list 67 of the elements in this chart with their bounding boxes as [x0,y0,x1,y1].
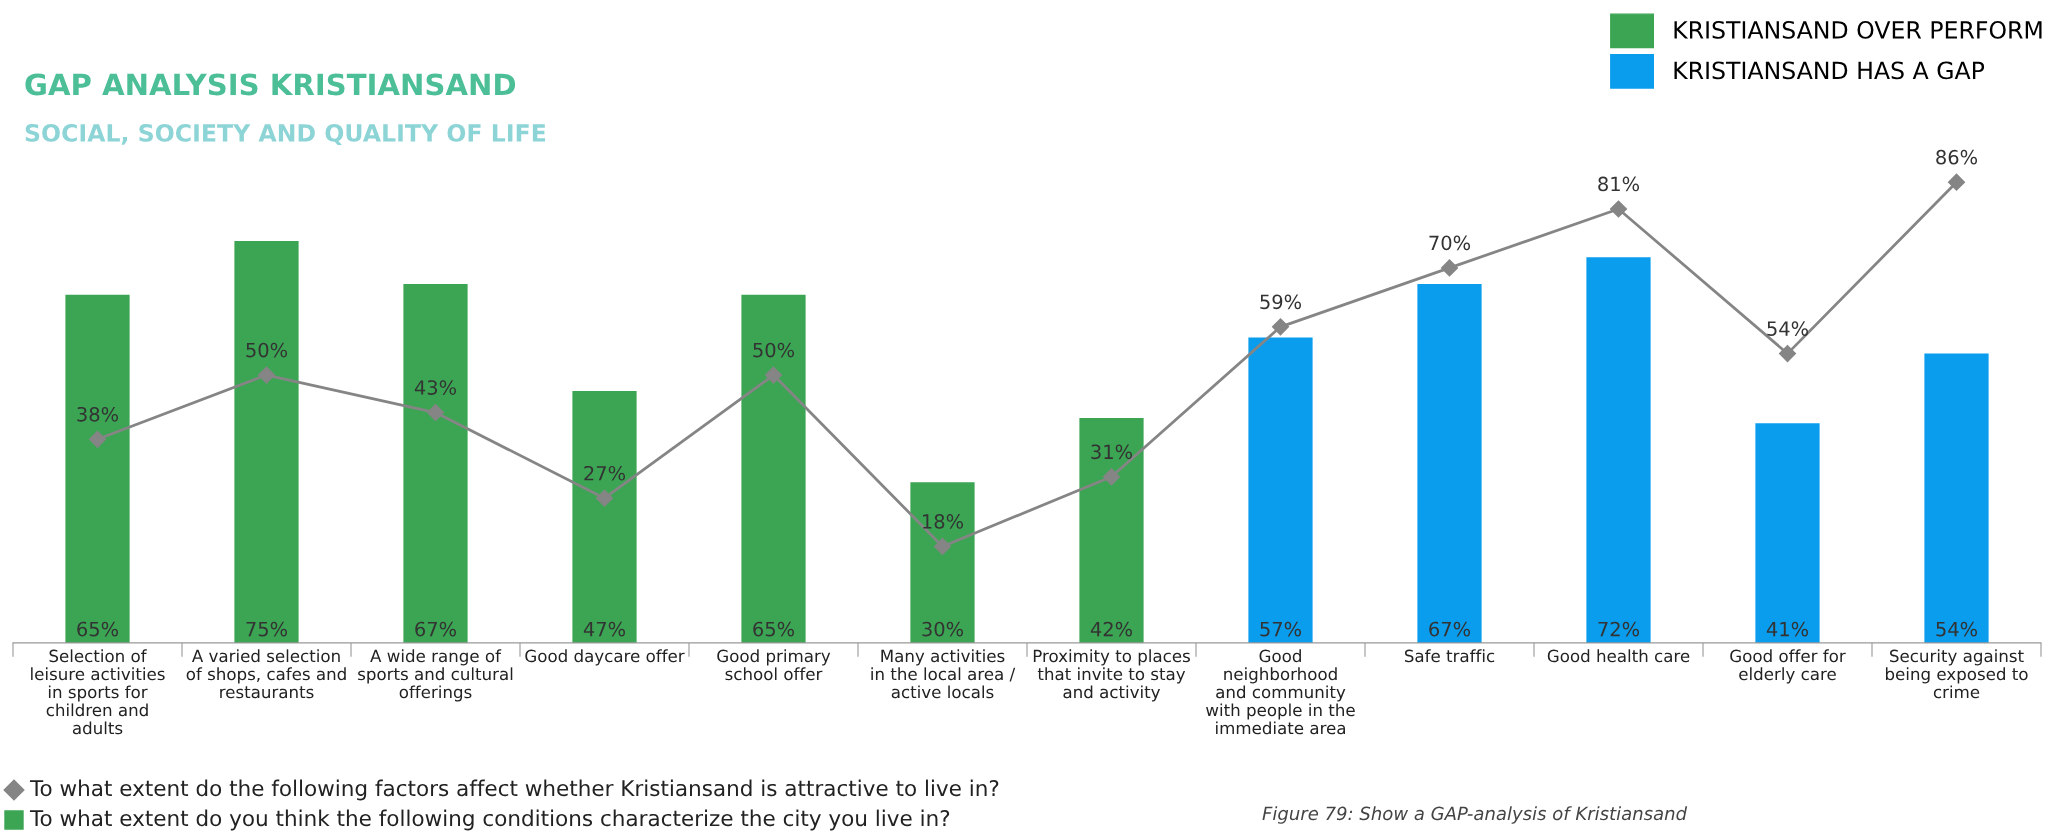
data-label: 54% [1936,621,1978,637]
x-tick-label: Good daycare offer [525,649,685,666]
bar [1924,353,1989,643]
bar [1755,423,1820,643]
x-tick-label: A wide range of sports and cultural offerings [358,649,513,702]
chart-title: GAP ANALYSIS KRISTIANSAND [25,73,516,96]
point [1102,468,1121,486]
data-label: 54% [1767,321,1809,336]
text: To what extent do you think the following conditions characterize the city you live in? [29,809,950,831]
bar [572,391,637,643]
data-label: 38% [77,406,119,422]
bar [1417,283,1482,643]
bar [910,482,975,643]
point [1440,259,1459,277]
point [257,366,276,384]
data-label: 47% [583,621,626,637]
data-label: 65% [753,621,795,637]
bar [1079,417,1144,643]
data-label: 42% [1090,621,1133,637]
point [1609,200,1628,218]
x-tick-label: A varied selection of shops, cafes and restaurants [186,649,346,699]
x-tick-label: Many activities in the local area / active locals [871,649,1016,699]
legend-label: KRISTIANSAND OVER PERFORM [1674,20,2042,39]
point [764,366,783,384]
x-tick-label: Good offer for elderly care [1730,649,1846,684]
data-label: 50% [246,342,288,358]
point [88,430,107,448]
x-tick-label: Good health care [1547,649,1690,663]
caption: Figure 79: Show a GAP-analysis of Kristiansand [1262,806,1688,824]
data-label: 67% [1429,621,1471,637]
point [595,489,614,507]
data-label: 50% [753,342,795,358]
data-label: 41% [1766,621,1809,637]
data-label: 65% [77,621,119,637]
bar [1586,257,1651,643]
x-tick-label: Good primary school offer [717,649,831,681]
chart-subtitle: SOCIAL, SOCIETY AND QUALITY OF LIFE [25,123,546,145]
legend-label: KRISTIANSAND HAS A GAP [1674,61,1985,80]
data-label: 59% [1260,294,1302,310]
data-label: 27% [584,465,626,481]
data-label: 70% [1429,235,1471,251]
x-tick-label: Selection of leisure activities in sports for children and adults [31,649,165,735]
bar [403,283,468,643]
legend-label: To what extent do the following factors affect whether Kristiansand is attractive to live in? [29,779,999,801]
data-label: 72% [1598,621,1640,637]
data-label: 75% [246,621,288,637]
data-label: 31% [1091,444,1133,460]
point [933,537,952,556]
data-label: 86% [1936,149,1978,165]
x-tick-label: Good neighborhood and community with people in the immediate area [1206,649,1355,735]
bar [1248,337,1313,643]
data-label: 57% [1260,621,1302,637]
x-tick-label: Proximity to places that invite to stay and activity [1033,649,1190,702]
data-label: 43% [414,380,457,395]
bar [234,241,299,643]
data-label: 30% [922,621,964,637]
data-label: 67% [415,621,457,637]
x-tick-label: Security against being exposed to crime [1885,649,2028,699]
data-label: 81% [1598,176,1640,192]
bar [65,294,130,643]
x-tick-label: Safe traffic [1404,649,1495,663]
data-label: 18% [923,514,964,529]
bar [741,294,806,643]
point [426,403,445,422]
point [1778,345,1797,363]
point [1947,173,1966,191]
point [1271,318,1290,336]
